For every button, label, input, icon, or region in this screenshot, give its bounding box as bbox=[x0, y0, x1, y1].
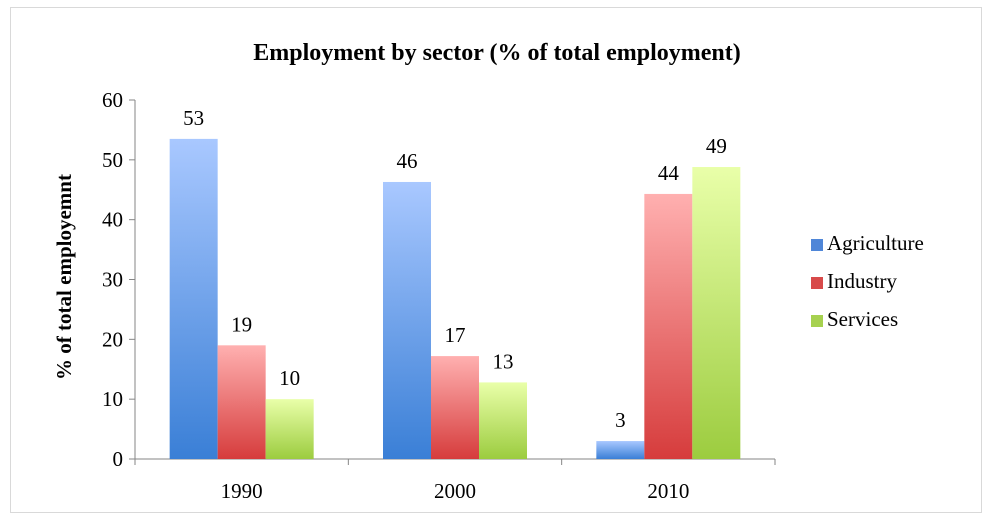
bar-industry-2010 bbox=[644, 193, 693, 459]
bar-services-2000 bbox=[479, 382, 527, 459]
x-tick-label: 2000 bbox=[434, 479, 476, 503]
bar-agriculture-2000 bbox=[383, 181, 431, 459]
bar-services-1990 bbox=[265, 399, 314, 459]
data-label: 3 bbox=[615, 408, 626, 432]
bar-agriculture-2010 bbox=[596, 441, 645, 459]
legend-label-industry: Industry bbox=[827, 269, 897, 293]
bar-chart: Employment by sector (% of total employm… bbox=[52, 40, 924, 503]
data-label: 53 bbox=[183, 106, 204, 130]
data-label: 13 bbox=[493, 349, 514, 373]
y-axis-label: % of total employemnt bbox=[52, 174, 76, 380]
y-tick-label: 0 bbox=[113, 447, 124, 471]
y-tick-label: 30 bbox=[102, 268, 123, 292]
chart-frame: Employment by sector (% of total employm… bbox=[10, 7, 982, 513]
data-label: 17 bbox=[445, 323, 466, 347]
data-label: 10 bbox=[279, 366, 300, 390]
legend-swatch-services bbox=[811, 315, 823, 327]
bar-industry-1990 bbox=[217, 345, 266, 459]
bar-services-2010 bbox=[692, 167, 741, 459]
y-tick-label: 60 bbox=[102, 88, 123, 112]
legend-swatch-agriculture bbox=[811, 239, 823, 251]
legend: Agriculture Industry Services bbox=[811, 231, 924, 331]
y-tick-label: 10 bbox=[102, 387, 123, 411]
y-tick-label: 20 bbox=[102, 327, 123, 351]
data-label: 44 bbox=[658, 161, 680, 185]
bar-agriculture-1990 bbox=[169, 138, 218, 459]
legend-label-services: Services bbox=[827, 307, 898, 331]
data-label: 19 bbox=[231, 312, 252, 336]
data-label: 49 bbox=[706, 134, 727, 158]
x-tick-label: 1990 bbox=[221, 479, 263, 503]
legend-label-agriculture: Agriculture bbox=[827, 231, 924, 255]
y-tick-label: 50 bbox=[102, 148, 123, 172]
plot-area: 0 10 20 30 40 50 60 1990 53 19 10 2000 46 17 13 2010 3 44… bbox=[102, 88, 776, 503]
data-label: 46 bbox=[397, 149, 418, 173]
x-tick-label: 2010 bbox=[647, 479, 689, 503]
chart-title: Employment by sector (% of total employm… bbox=[253, 40, 740, 66]
y-tick-label: 40 bbox=[102, 208, 123, 232]
legend-swatch-industry bbox=[811, 277, 823, 289]
bar-industry-2000 bbox=[431, 356, 479, 459]
